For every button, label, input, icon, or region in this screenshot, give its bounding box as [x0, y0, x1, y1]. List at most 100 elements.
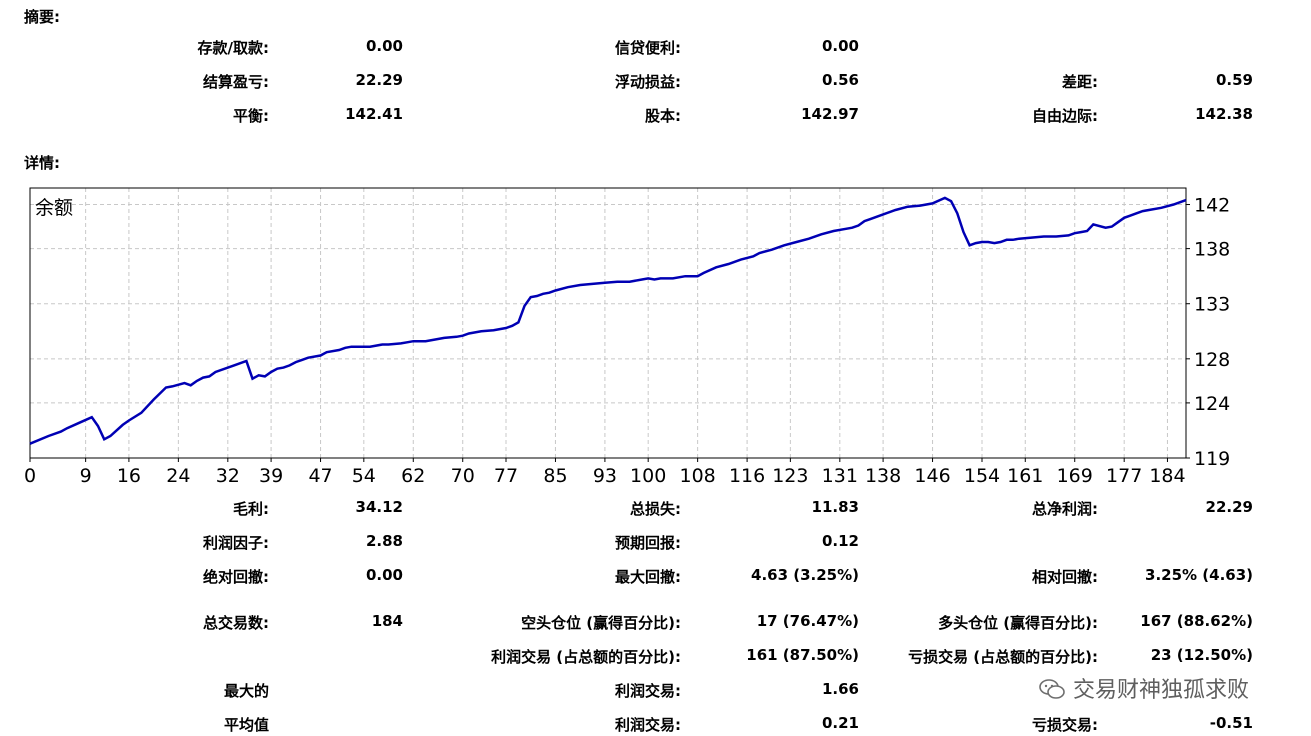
- x-tick-label: 77: [494, 465, 518, 487]
- gross-profit-label: 毛利:: [233, 500, 269, 518]
- largest-profit-label: 利润交易:: [615, 682, 681, 700]
- x-tick-label: 62: [401, 465, 425, 487]
- x-tick-label: 169: [1057, 465, 1093, 487]
- gross-loss-value: 11.83: [811, 498, 859, 516]
- total-trades-value: 184: [371, 612, 403, 630]
- short-positions-value: 17 (76.47%): [756, 612, 859, 630]
- credit-value: 0.00: [821, 37, 859, 55]
- x-tick-label: 177: [1106, 465, 1142, 487]
- summary-row-3: 平衡: 142.41 股本: 142.97 自由边际: 142.38: [0, 105, 1311, 127]
- x-tick-label: 32: [216, 465, 240, 487]
- deposit-value: 0.00: [365, 37, 403, 55]
- floating-pl-value: 0.56: [821, 71, 859, 89]
- x-tick-label: 85: [543, 465, 567, 487]
- details-row-4: 总交易数: 184 空头仓位 (赢得百分比): 17 (76.47%) 多头仓位…: [0, 612, 1311, 634]
- y-tick-label: 138: [1194, 239, 1230, 261]
- x-tick-label: 161: [1007, 465, 1043, 487]
- rel-drawdown-value: 3.25% (4.63): [1145, 566, 1253, 584]
- avg-profit-label: 利润交易:: [615, 716, 681, 734]
- average-label: 平均值: [223, 716, 269, 734]
- max-drawdown-label: 最大回撤:: [615, 568, 681, 586]
- balance-value: 142.41: [345, 105, 403, 123]
- margin-label: 差距:: [1062, 73, 1098, 91]
- avg-loss-value: -0.51: [1209, 714, 1253, 732]
- x-axis-ticks: 0 9 16 24 32 39 47 54 62 70 77 85 93 100 108 116 123 131 1…: [24, 458, 1186, 487]
- abs-drawdown-value: 0.00: [365, 566, 403, 584]
- summary-row-1: 存款/取款: 0.00 信贷便利: 0.00: [0, 37, 1311, 59]
- net-profit-label: 总净利润:: [1032, 500, 1098, 518]
- margin-value: 0.59: [1215, 71, 1253, 89]
- profit-factor-value: 2.88: [365, 532, 403, 550]
- profit-trades-label: 利润交易 (占总额的百分比):: [491, 648, 681, 666]
- closed-pl-value: 22.29: [355, 71, 403, 89]
- x-tick-label: 54: [352, 465, 376, 487]
- x-tick-label: 116: [729, 465, 765, 487]
- rel-drawdown-label: 相对回撤:: [1032, 568, 1098, 586]
- y-axis-ticks: 119 124 128 133 138 142: [1186, 195, 1230, 470]
- net-profit-value: 22.29: [1205, 498, 1253, 516]
- y-tick-label: 133: [1194, 294, 1230, 316]
- chart-grid: [29, 188, 1186, 459]
- x-tick-label: 9: [80, 465, 92, 487]
- x-tick-label: 154: [964, 465, 1000, 487]
- gross-loss-label: 总损失:: [630, 500, 681, 518]
- x-tick-label: 146: [914, 465, 950, 487]
- total-trades-label: 总交易数:: [203, 614, 269, 632]
- summary-heading: 摘要:: [24, 8, 60, 26]
- x-tick-label: 70: [451, 465, 475, 487]
- x-tick-label: 131: [822, 465, 858, 487]
- equity-value: 142.97: [801, 105, 859, 123]
- y-tick-label: 119: [1194, 448, 1230, 470]
- x-tick-label: 16: [117, 465, 141, 487]
- details-row-6: 最大的 利润交易: 1.66: [0, 680, 1311, 702]
- y-tick-label: 142: [1194, 195, 1230, 217]
- free-margin-label: 自由边际:: [1032, 107, 1098, 125]
- avg-profit-value: 0.21: [821, 714, 859, 732]
- short-positions-label: 空头仓位 (赢得百分比):: [521, 614, 681, 632]
- deposit-label: 存款/取款:: [197, 39, 269, 57]
- x-tick-label: 47: [308, 465, 332, 487]
- wechat-icon: [1039, 679, 1065, 699]
- plot-frame: [29, 187, 1187, 459]
- balance-label: 平衡:: [233, 107, 269, 125]
- x-tick-label: 184: [1149, 465, 1185, 487]
- avg-loss-label: 亏损交易:: [1032, 716, 1098, 734]
- details-row-5: 利润交易 (占总额的百分比): 161 (87.50%) 亏损交易 (占总额的百…: [0, 646, 1311, 668]
- largest-profit-value: 1.66: [821, 680, 859, 698]
- expected-payoff-value: 0.12: [821, 532, 859, 550]
- details-row-7: 平均值 利润交易: 0.21 亏损交易: -0.51: [0, 714, 1311, 736]
- credit-label: 信贷便利:: [615, 39, 681, 57]
- x-tick-label: 93: [593, 465, 617, 487]
- x-tick-label: 0: [24, 465, 36, 487]
- free-margin-value: 142.38: [1195, 105, 1253, 123]
- details-heading: 详情:: [24, 154, 60, 172]
- x-tick-label: 138: [865, 465, 901, 487]
- expected-payoff-label: 预期回报:: [615, 534, 681, 552]
- equity-label: 股本:: [645, 107, 681, 125]
- balance-series-line: [29, 196, 1187, 445]
- y-tick-label: 124: [1194, 393, 1230, 415]
- watermark-text: 交易财神独孤求败: [1073, 678, 1250, 703]
- details-row-2: 利润因子: 2.88 预期回报: 0.12: [0, 532, 1311, 554]
- x-tick-label: 100: [630, 465, 666, 487]
- long-positions-value: 167 (88.62%): [1140, 612, 1253, 630]
- details-row-1: 毛利: 34.12 总损失: 11.83 总净利润: 22.29: [0, 498, 1311, 520]
- details-row-3: 绝对回撤: 0.00 最大回撤: 4.63 (3.25%) 相对回撤: 3.25…: [0, 566, 1311, 588]
- x-tick-label: 24: [166, 465, 190, 487]
- balance-chart: 余额 0 9 16 24 32 39 47 54 62 70 77 85 93 100 108 116 123 1…: [24, 187, 1230, 487]
- closed-pl-label: 结算盈亏:: [203, 73, 269, 91]
- y-tick-label: 128: [1194, 349, 1230, 371]
- x-tick-label: 108: [680, 465, 716, 487]
- watermark: 交易财神独孤求败: [1038, 672, 1249, 704]
- profit-trades-value: 161 (87.50%): [746, 646, 859, 664]
- largest-label: 最大的: [223, 682, 269, 700]
- summary-row-2: 结算盈亏: 22.29 浮动损益: 0.56 差距: 0.59: [0, 71, 1311, 93]
- loss-trades-label: 亏损交易 (占总额的百分比):: [908, 648, 1098, 666]
- x-tick-label: 39: [259, 465, 283, 487]
- gross-profit-value: 34.12: [355, 498, 403, 516]
- profit-factor-label: 利润因子:: [203, 534, 269, 552]
- long-positions-label: 多头仓位 (赢得百分比):: [938, 614, 1098, 632]
- chart-title: 余额: [35, 197, 73, 219]
- floating-pl-label: 浮动损益:: [615, 73, 681, 91]
- x-tick-label: 123: [772, 465, 808, 487]
